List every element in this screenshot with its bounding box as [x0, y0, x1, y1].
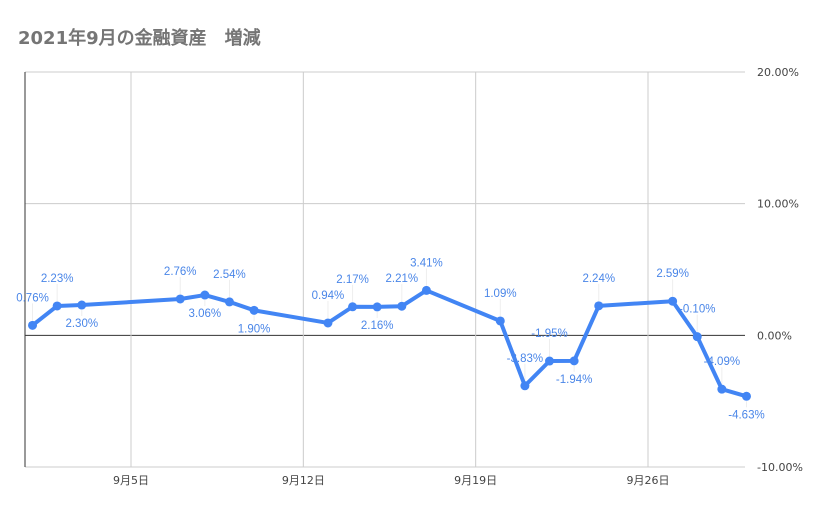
data-label: -3.83%: [507, 353, 543, 365]
data-label: -1.94%: [556, 374, 592, 386]
data-label: 2.76%: [164, 266, 197, 278]
x-tick-label: 9月12日: [282, 474, 325, 487]
data-label: 1.90%: [238, 323, 271, 335]
data-point: [200, 290, 210, 300]
data-point: [741, 391, 751, 401]
y-tick-label: 0.00%: [757, 329, 792, 342]
data-point: [717, 384, 727, 394]
data-point: [323, 318, 333, 328]
data-point: [569, 356, 579, 366]
data-label: 3.06%: [189, 308, 222, 320]
data-point: [520, 381, 530, 391]
data-label: 2.24%: [582, 273, 615, 285]
data-label: -0.10%: [679, 304, 715, 316]
data-point: [249, 305, 259, 315]
data-label: 2.17%: [336, 274, 369, 286]
data-point: [52, 301, 62, 311]
data-label: -4.63%: [728, 409, 764, 421]
data-point: [668, 296, 678, 306]
series-line: [31, 288, 748, 399]
data-label: 3.41%: [410, 257, 443, 269]
x-tick-label: 9月5日: [113, 474, 149, 487]
data-label: 2.16%: [361, 320, 394, 332]
data-point: [77, 300, 87, 310]
data-point: [421, 285, 431, 295]
data-point: [28, 320, 38, 330]
y-tick-label: 20.00%: [757, 66, 799, 79]
data-label: 2.54%: [213, 269, 246, 281]
y-tick-label: -10.00%: [757, 461, 803, 474]
data-point: [495, 316, 505, 326]
x-tick-label: 9月26日: [627, 474, 670, 487]
data-label: 0.76%: [16, 292, 49, 304]
y-tick-label: 10.00%: [757, 198, 799, 211]
data-label: 2.59%: [656, 268, 689, 280]
x-tick-label: 9月19日: [454, 474, 497, 487]
data-point: [545, 356, 555, 366]
data-label: 1.09%: [484, 288, 517, 300]
data-point: [372, 302, 382, 312]
data-label: -1.95%: [531, 328, 567, 340]
data-label: 0.94%: [312, 290, 345, 302]
chart-title: 2021年9月の金融資産 増減: [18, 28, 261, 49]
data-label: -4.09%: [704, 356, 740, 368]
data-label: 2.21%: [386, 273, 419, 285]
data-point: [348, 302, 358, 312]
data-point: [175, 294, 185, 304]
data-label: 2.30%: [65, 318, 98, 330]
leader-group: [32, 268, 747, 408]
data-point: [692, 332, 702, 342]
data-point: [397, 301, 407, 311]
data-point: [224, 297, 234, 307]
data-label: 2.23%: [41, 273, 74, 285]
data-point: [594, 301, 604, 311]
